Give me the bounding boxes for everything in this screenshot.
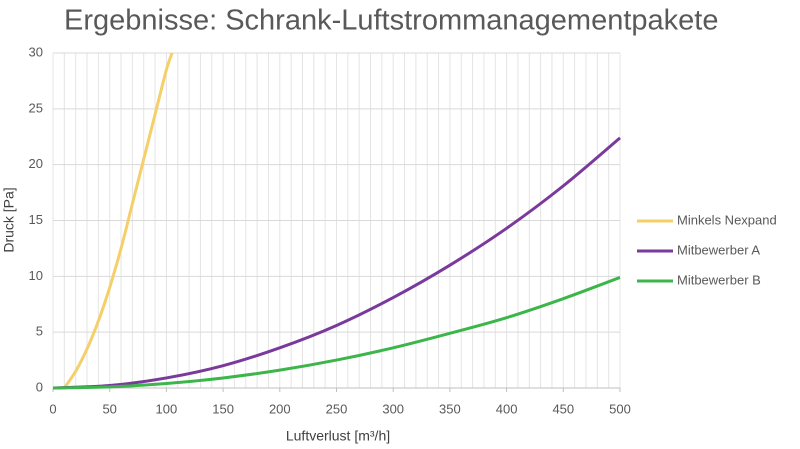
data-line bbox=[52, 136, 621, 390]
data-line bbox=[63, 52, 174, 389]
x-tick-label: 400 bbox=[496, 401, 518, 416]
x-axis-label: Luftverlust [m³/h] bbox=[286, 428, 390, 444]
y-tick-label: 0 bbox=[36, 379, 43, 394]
x-tick-label: 150 bbox=[212, 401, 234, 416]
y-tick-label: 10 bbox=[29, 268, 43, 283]
x-tick-label: 300 bbox=[382, 401, 404, 416]
legend-label: Mitbewerber A bbox=[677, 242, 760, 257]
legend-label: Minkels Nexpand bbox=[677, 212, 777, 227]
legend-label: Mitbewerber B bbox=[677, 272, 761, 287]
y-tick-label: 15 bbox=[29, 212, 43, 227]
y-tick-label: 5 bbox=[36, 324, 43, 339]
y-tick-label: 20 bbox=[29, 156, 43, 171]
y-tick-label: 25 bbox=[29, 100, 43, 115]
x-tick-label: 450 bbox=[552, 401, 574, 416]
y-tick-label: 30 bbox=[29, 44, 43, 59]
x-tick-label: 500 bbox=[609, 401, 631, 416]
x-tick-label: 200 bbox=[269, 401, 291, 416]
x-tick-label: 350 bbox=[439, 401, 461, 416]
x-tick-label: 0 bbox=[49, 401, 56, 416]
data-line bbox=[52, 276, 621, 390]
x-tick-label: 50 bbox=[102, 401, 116, 416]
chart-title: Ergebnisse: Schrank-Luftstrommanagementp… bbox=[64, 5, 718, 37]
x-tick-label: 250 bbox=[326, 401, 348, 416]
x-tick-label: 100 bbox=[156, 401, 178, 416]
y-axis-label: Druck [Pa] bbox=[1, 187, 17, 252]
